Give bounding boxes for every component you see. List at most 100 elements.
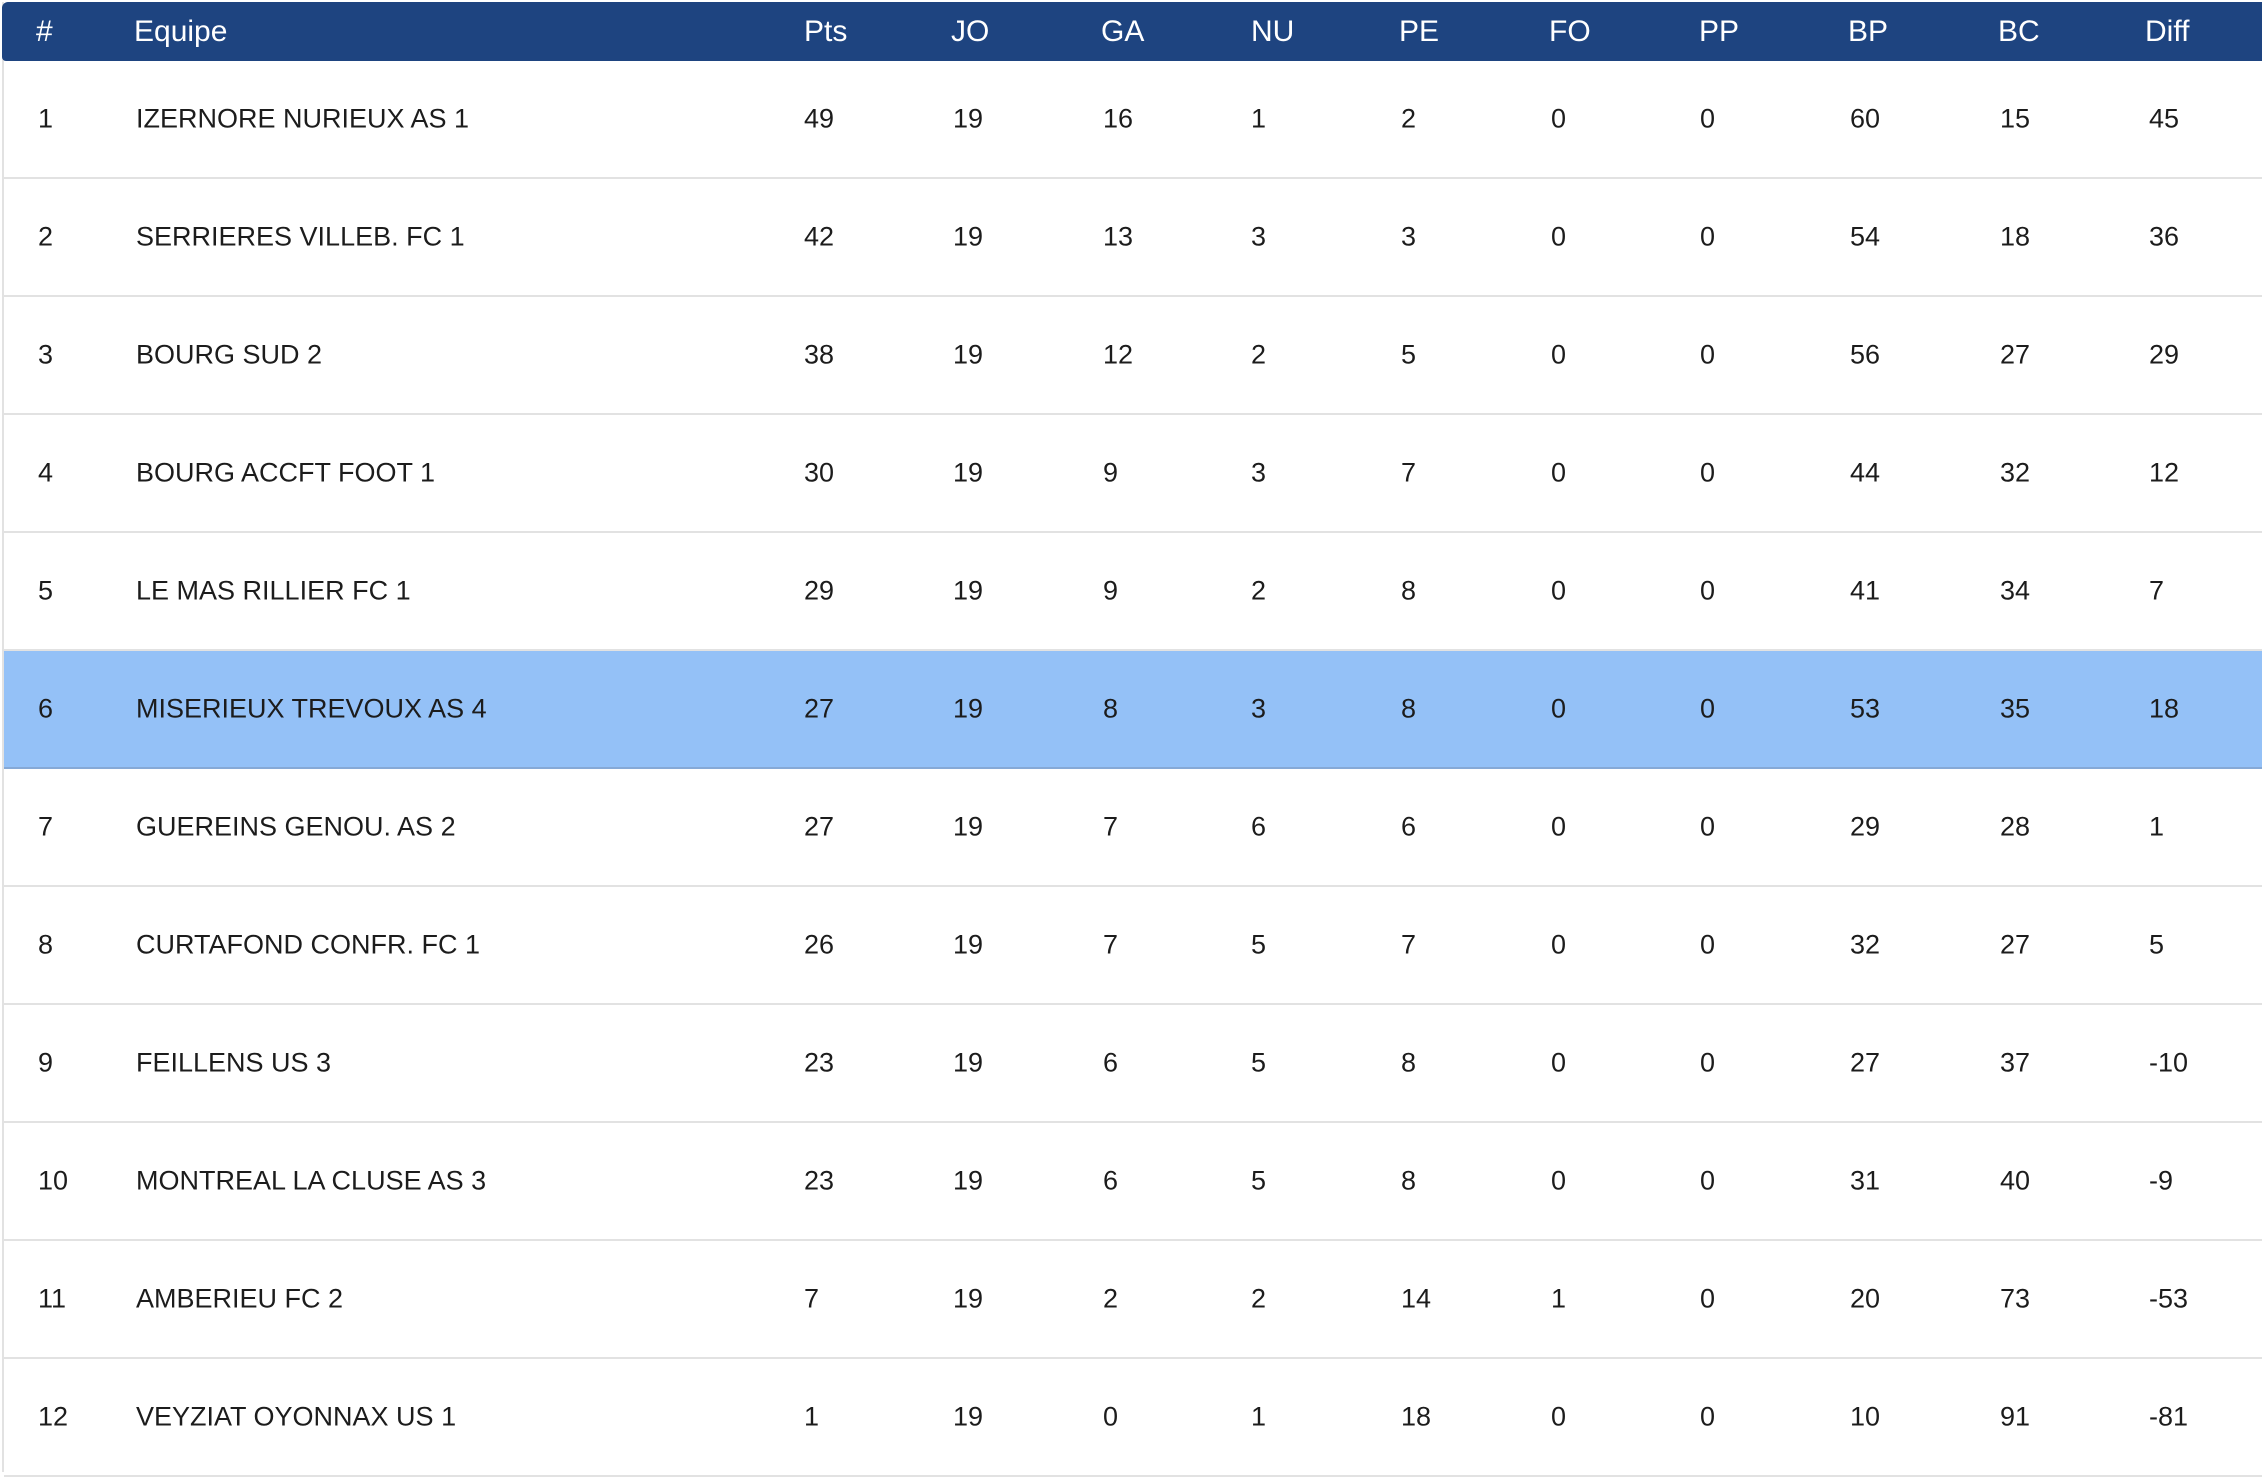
cell-lost: 6: [1401, 811, 1417, 842]
cell-penalty: 0: [1700, 339, 1716, 370]
cell-goals-against: 34: [2000, 575, 2031, 606]
cell-goal-diff: -53: [2149, 1283, 2189, 1314]
table-row[interactable]: 5 LE MAS RILLIER FC 1 29 19 9 2 8 0 0 41 34 7: [4, 533, 2262, 651]
cell-forfeit: 0: [1551, 811, 1567, 842]
cell-rank: 4: [38, 457, 54, 488]
cell-goals-for: 54: [1850, 221, 1881, 252]
cell-lost: 18: [1401, 1401, 1432, 1432]
table-row[interactable]: 9 FEILLENS US 3 23 19 6 5 8 0 0 27 37 -10: [4, 1005, 2262, 1123]
cell-forfeit: 0: [1551, 575, 1567, 606]
table-row[interactable]: 6 MISERIEUX TREVOUX AS 4 27 19 8 3 8 0 0 53 35 18: [4, 649, 2262, 769]
cell-goal-diff: 1: [2149, 811, 2165, 842]
header-lost[interactable]: PE: [1399, 14, 1440, 48]
header-won[interactable]: GA: [1101, 14, 1145, 48]
cell-played: 19: [953, 103, 984, 134]
cell-goals-for: 44: [1850, 457, 1881, 488]
header-goals-against[interactable]: BC: [1998, 14, 2040, 48]
table-row[interactable]: 10 MONTREAL LA CLUSE AS 3 23 19 6 5 8 0 0 31 40 -9: [4, 1123, 2262, 1241]
cell-goals-for: 32: [1850, 929, 1881, 960]
cell-rank: 5: [38, 575, 54, 606]
cell-forfeit: 0: [1551, 103, 1567, 134]
header-rank[interactable]: #: [36, 14, 53, 48]
cell-drawn: 6: [1251, 811, 1267, 842]
header-forfeit[interactable]: FO: [1549, 14, 1591, 48]
header-played[interactable]: JO: [951, 14, 990, 48]
header-points[interactable]: Pts: [804, 14, 848, 48]
cell-team: SERRIERES VILLEB. FC 1: [136, 221, 465, 252]
table-row[interactable]: 8 CURTAFOND CONFR. FC 1 26 19 7 5 7 0 0 32 27 5: [4, 887, 2262, 1005]
header-penalty[interactable]: PP: [1699, 14, 1740, 48]
cell-lost: 8: [1401, 693, 1417, 724]
cell-goals-against: 32: [2000, 457, 2031, 488]
cell-penalty: 0: [1700, 929, 1716, 960]
cell-goals-for: 31: [1850, 1165, 1881, 1196]
cell-drawn: 1: [1251, 103, 1267, 134]
cell-forfeit: 0: [1551, 929, 1567, 960]
cell-goals-against: 40: [2000, 1165, 2031, 1196]
table-row[interactable]: 7 GUEREINS GENOU. AS 2 27 19 7 6 6 0 0 29 28 1: [4, 769, 2262, 887]
cell-team: MISERIEUX TREVOUX AS 4: [136, 693, 487, 724]
cell-penalty: 0: [1700, 221, 1716, 252]
cell-team: FEILLENS US 3: [136, 1047, 332, 1078]
table-row[interactable]: 1 IZERNORE NURIEUX AS 1 49 19 16 1 2 0 0 60 15 45: [4, 61, 2262, 179]
cell-penalty: 0: [1700, 693, 1716, 724]
cell-drawn: 1: [1251, 1401, 1267, 1432]
cell-penalty: 0: [1700, 1165, 1716, 1196]
cell-penalty: 0: [1700, 1283, 1716, 1314]
cell-goals-for: 41: [1850, 575, 1881, 606]
cell-lost: 2: [1401, 103, 1417, 134]
cell-points: 42: [804, 221, 835, 252]
cell-penalty: 0: [1700, 811, 1716, 842]
cell-played: 19: [953, 929, 984, 960]
cell-won: 0: [1103, 1401, 1119, 1432]
cell-rank: 9: [38, 1047, 54, 1078]
cell-penalty: 0: [1700, 575, 1716, 606]
cell-lost: 7: [1401, 457, 1417, 488]
cell-lost: 8: [1401, 1165, 1417, 1196]
cell-played: 19: [953, 811, 984, 842]
cell-won: 8: [1103, 693, 1119, 724]
cell-won: 16: [1103, 103, 1134, 134]
table-row[interactable]: 11 AMBERIEU FC 2 7 19 2 2 14 1 0 20 73 -53: [4, 1241, 2262, 1359]
cell-penalty: 0: [1700, 1401, 1716, 1432]
cell-rank: 10: [38, 1165, 69, 1196]
cell-rank: 6: [38, 693, 54, 724]
cell-goal-diff: 12: [2149, 457, 2180, 488]
header-goal-diff[interactable]: Diff: [2145, 14, 2190, 48]
cell-team: LE MAS RILLIER FC 1: [136, 575, 411, 606]
header-goals-for[interactable]: BP: [1848, 14, 1889, 48]
cell-goals-for: 10: [1850, 1401, 1881, 1432]
cell-points: 27: [804, 693, 835, 724]
table-header: # Equipe Pts JO GA NU PE FO PP BP BC Dif…: [2, 2, 2262, 61]
cell-drawn: 2: [1251, 339, 1267, 370]
cell-goal-diff: -10: [2149, 1047, 2189, 1078]
cell-forfeit: 0: [1551, 221, 1567, 252]
table-row[interactable]: 2 SERRIERES VILLEB. FC 1 42 19 13 3 3 0 0 54 18 36: [4, 179, 2262, 297]
cell-points: 23: [804, 1165, 835, 1196]
cell-drawn: 3: [1251, 457, 1267, 488]
cell-goals-against: 91: [2000, 1401, 2031, 1432]
header-drawn[interactable]: NU: [1251, 14, 1295, 48]
cell-rank: 12: [38, 1401, 69, 1432]
header-team[interactable]: Equipe: [134, 14, 228, 48]
cell-won: 7: [1103, 811, 1119, 842]
cell-goals-against: 28: [2000, 811, 2031, 842]
table-row[interactable]: 12 VEYZIAT OYONNAX US 1 1 19 0 1 18 0 0 10 91 -81: [4, 1359, 2262, 1477]
table-row[interactable]: 4 BOURG ACCFT FOOT 1 30 19 9 3 7 0 0 44 32 12: [4, 415, 2262, 533]
cell-points: 27: [804, 811, 835, 842]
cell-penalty: 0: [1700, 103, 1716, 134]
cell-points: 23: [804, 1047, 835, 1078]
cell-won: 9: [1103, 457, 1119, 488]
cell-goals-for: 29: [1850, 811, 1881, 842]
cell-played: 19: [953, 457, 984, 488]
cell-drawn: 2: [1251, 1283, 1267, 1314]
cell-points: 30: [804, 457, 835, 488]
cell-team: IZERNORE NURIEUX AS 1: [136, 103, 470, 134]
cell-played: 19: [953, 575, 984, 606]
cell-rank: 3: [38, 339, 54, 370]
cell-played: 19: [953, 1047, 984, 1078]
cell-lost: 8: [1401, 1047, 1417, 1078]
table-row[interactable]: 3 BOURG SUD 2 38 19 12 2 5 0 0 56 27 29: [4, 297, 2262, 415]
cell-points: 38: [804, 339, 835, 370]
